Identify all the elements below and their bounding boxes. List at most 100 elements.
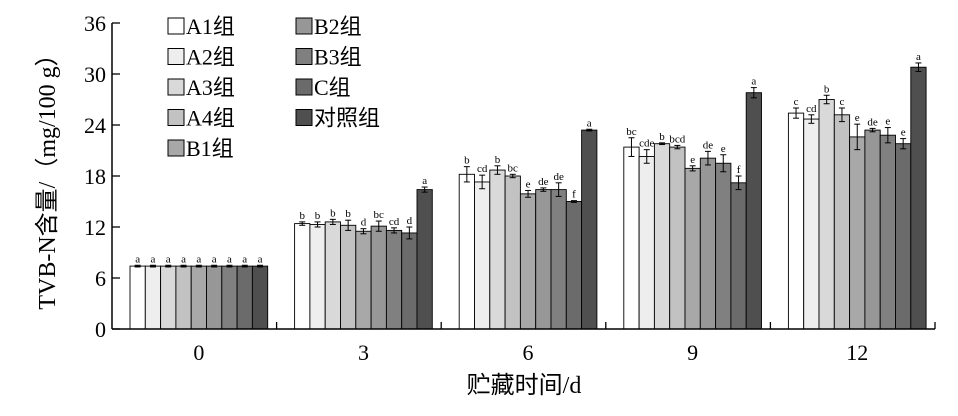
bar-9-0 bbox=[623, 146, 640, 330]
bar-6-5 bbox=[535, 189, 552, 330]
y-tick-label-24: 24 bbox=[84, 113, 106, 138]
bar-12-6 bbox=[879, 134, 896, 330]
bar-12-2 bbox=[818, 99, 835, 330]
significance-letter-6-8: a bbox=[587, 117, 592, 129]
significance-letter-3-0: b bbox=[300, 210, 306, 222]
bar-6-2 bbox=[489, 169, 506, 330]
legend-label-0: A1组 bbox=[186, 14, 235, 39]
bar-0-7 bbox=[236, 265, 253, 330]
bar-0-1 bbox=[144, 265, 162, 330]
significance-letter-0-8: a bbox=[258, 253, 263, 265]
significance-letter-9-1: cde bbox=[639, 138, 654, 150]
error-bars-layer bbox=[134, 62, 922, 268]
y-tick-label-0: 0 bbox=[95, 317, 106, 342]
bar-9-4 bbox=[684, 167, 701, 330]
legend-swatch-6 bbox=[295, 48, 313, 65]
significance-letter-6-4: e bbox=[526, 178, 531, 190]
bar-6-4 bbox=[519, 193, 537, 330]
significance-letter-3-3: b bbox=[345, 208, 351, 220]
bar-12-3 bbox=[833, 114, 851, 330]
significance-letter-9-8: a bbox=[751, 76, 756, 88]
bar-12-4 bbox=[849, 136, 866, 330]
x-tick-label-3: 3 bbox=[358, 340, 369, 365]
significance-letter-12-7: e bbox=[901, 127, 906, 139]
significance-letter-9-2: b bbox=[659, 131, 665, 143]
legend-swatch-1 bbox=[167, 48, 185, 65]
significance-letter-6-6: de bbox=[553, 171, 564, 183]
bar-3-7 bbox=[401, 232, 418, 330]
bar-0-5 bbox=[206, 265, 223, 330]
significance-letter-12-1: cd bbox=[806, 103, 817, 115]
significance-letter-9-6: e bbox=[721, 143, 726, 155]
significance-letter-0-1: a bbox=[151, 253, 156, 265]
y-tick-label-36: 36 bbox=[84, 11, 106, 36]
significance-letter-0-5: a bbox=[212, 253, 217, 265]
legend-label-8: 对照组 bbox=[314, 106, 380, 131]
significance-letter-12-2: b bbox=[824, 83, 830, 95]
legend-swatch-7 bbox=[295, 78, 313, 96]
bar-3-0 bbox=[294, 223, 311, 330]
significance-letter-12-8: a bbox=[916, 51, 921, 63]
significance-letter-3-5: bc bbox=[374, 209, 385, 221]
legend-label-3: A4组 bbox=[186, 106, 235, 131]
legend-label-7: C组 bbox=[314, 75, 351, 100]
significance-letter-3-7: d bbox=[407, 215, 413, 227]
significance-letter-3-1: b bbox=[315, 210, 321, 222]
bar-12-0 bbox=[787, 112, 805, 330]
bar-3-1 bbox=[309, 223, 326, 330]
significance-letter-0-7: a bbox=[242, 253, 247, 265]
bar-9-6 bbox=[715, 162, 732, 330]
bar-0-2 bbox=[160, 265, 177, 330]
significance-letter-3-4: d bbox=[361, 217, 367, 229]
significance-letter-12-6: e bbox=[885, 116, 890, 128]
bar-9-2 bbox=[653, 143, 671, 330]
legend-label-1: A2组 bbox=[186, 45, 235, 70]
legend-label-6: B3组 bbox=[314, 45, 362, 70]
significance-letter-9-4: e bbox=[690, 154, 695, 166]
bar-3-2 bbox=[324, 221, 341, 330]
significance-letter-0-0: a bbox=[135, 253, 140, 265]
legend-swatch-5 bbox=[295, 17, 313, 35]
bar-3-6 bbox=[385, 229, 403, 330]
bar-12-5 bbox=[864, 129, 881, 330]
significance-letter-3-8: a bbox=[422, 175, 427, 187]
bar-3-5 bbox=[370, 225, 387, 330]
bar-9-1 bbox=[638, 155, 655, 330]
x-tick-label-0: 0 bbox=[193, 340, 204, 365]
x-tick-label-9: 9 bbox=[687, 340, 698, 365]
significance-letter-12-3: c bbox=[840, 96, 845, 108]
significance-letter-0-6: a bbox=[227, 253, 232, 265]
significance-letter-0-3: a bbox=[181, 253, 186, 265]
significance-letter-0-4: a bbox=[196, 253, 201, 265]
bar-6-7 bbox=[565, 201, 583, 330]
significance-letter-3-2: b bbox=[330, 207, 336, 219]
bar-6-6 bbox=[550, 189, 567, 330]
significance-letter-6-5: de bbox=[538, 176, 549, 188]
legend-label-2: A3组 bbox=[186, 75, 235, 100]
bar-0-4 bbox=[190, 265, 207, 330]
legend-swatch-2 bbox=[167, 78, 185, 96]
significance-letter-9-0: bc bbox=[626, 126, 637, 138]
significance-letter-12-4: e bbox=[855, 112, 860, 124]
significance-letter-9-7: f bbox=[737, 164, 741, 176]
bar-9-7 bbox=[730, 182, 747, 330]
y-axis-title: TVB-N含量/（mg/100 g） bbox=[34, 42, 61, 309]
bar-6-0 bbox=[458, 173, 475, 330]
bar-3-8 bbox=[416, 189, 433, 330]
y-tick-label-30: 30 bbox=[84, 62, 106, 87]
significance-letter-6-7: f bbox=[572, 189, 576, 201]
bar-12-8 bbox=[910, 66, 927, 330]
y-tick-label-12: 12 bbox=[84, 215, 106, 240]
y-tick-label-6: 6 bbox=[95, 266, 106, 291]
significance-letter-6-2: b bbox=[495, 154, 501, 166]
bar-12-7 bbox=[895, 143, 912, 330]
bar-6-1 bbox=[474, 181, 491, 330]
legend-label-4: B1组 bbox=[186, 136, 234, 161]
bar-0-0 bbox=[129, 265, 146, 330]
legend-label-5: B2组 bbox=[314, 14, 362, 39]
significance-letter-9-3: bcd bbox=[669, 133, 685, 145]
legend-swatch-3 bbox=[167, 109, 185, 126]
bar-9-5 bbox=[699, 157, 717, 330]
